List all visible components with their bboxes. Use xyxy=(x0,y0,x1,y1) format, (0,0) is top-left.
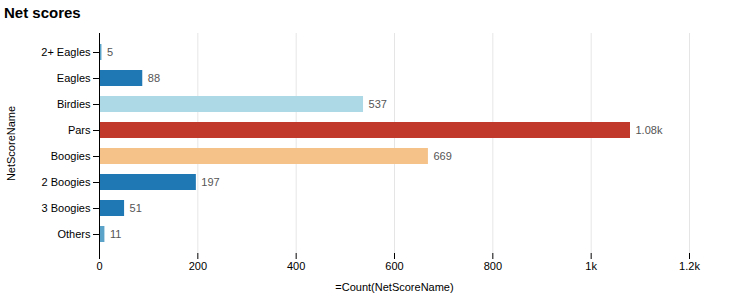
svg-text:88: 88 xyxy=(148,72,160,84)
svg-text:1.08k: 1.08k xyxy=(636,124,663,136)
svg-text:Pars: Pars xyxy=(68,124,91,136)
svg-text:Birdies: Birdies xyxy=(57,98,91,110)
svg-text:11: 11 xyxy=(110,228,121,240)
svg-text:1k: 1k xyxy=(585,260,597,272)
svg-text:Eagles: Eagles xyxy=(57,72,91,84)
svg-text:800: 800 xyxy=(484,260,502,272)
svg-text:5: 5 xyxy=(107,46,113,58)
svg-text:Boogies: Boogies xyxy=(51,150,91,162)
svg-text:3 Boogies: 3 Boogies xyxy=(42,202,91,214)
svg-text:400: 400 xyxy=(287,260,305,272)
svg-text:0: 0 xyxy=(96,260,102,272)
svg-text:537: 537 xyxy=(369,98,387,110)
svg-text:Others: Others xyxy=(57,228,91,240)
svg-text:2 Boogies: 2 Boogies xyxy=(42,176,91,188)
svg-text:=Count(NetScoreName): =Count(NetScoreName) xyxy=(335,281,453,293)
svg-text:200: 200 xyxy=(189,260,207,272)
svg-text:2+ Eagles: 2+ Eagles xyxy=(41,46,91,58)
svg-text:669: 669 xyxy=(433,150,451,162)
svg-text:NetScoreName: NetScoreName xyxy=(5,106,17,181)
svg-text:197: 197 xyxy=(201,176,219,188)
svg-text:600: 600 xyxy=(385,260,403,272)
svg-text:51: 51 xyxy=(130,202,142,214)
html-text:Net scores: Net scores xyxy=(4,4,81,21)
svg-text:1.2k: 1.2k xyxy=(679,260,700,272)
